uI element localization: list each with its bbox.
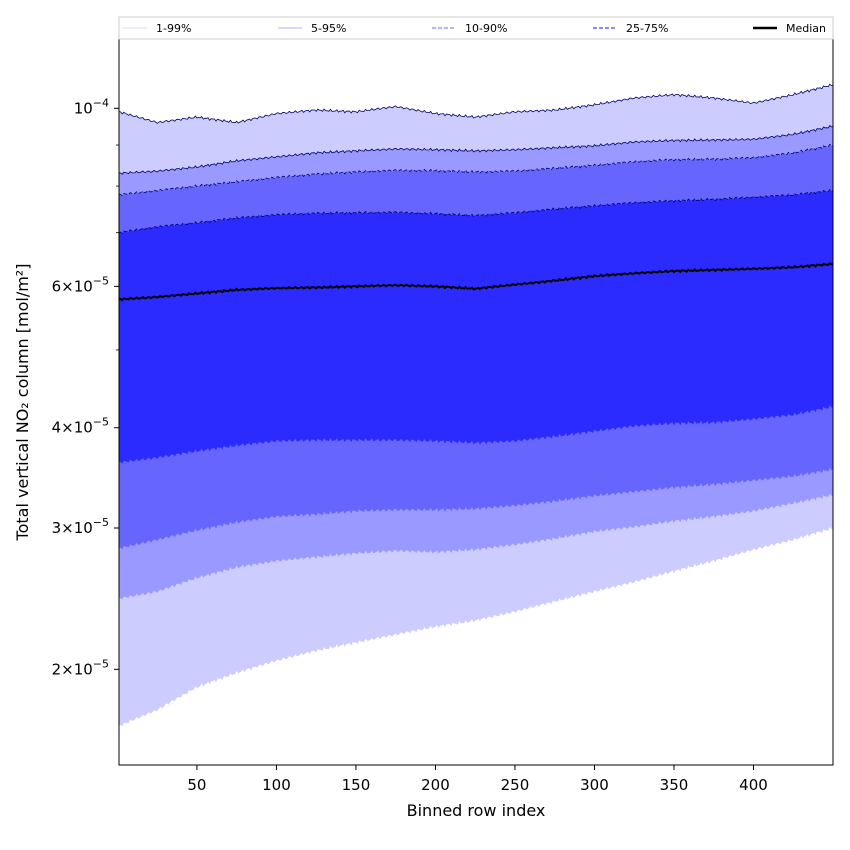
x-axis: 50 100 150 200 250 300 350 400 bbox=[187, 765, 768, 794]
legend-label: 25-75% bbox=[626, 22, 668, 35]
legend: 1-99% 5-95% 10-90% 25-75% Median bbox=[118, 16, 834, 40]
x-axis-title: Binned row index bbox=[407, 801, 546, 820]
band-edge-5-95% bbox=[118, 124, 834, 175]
legend-box bbox=[118, 16, 834, 40]
y-tick-label: 4×10−5 bbox=[52, 416, 109, 437]
y-tick-label: 3×10−5 bbox=[52, 516, 109, 537]
x-tick-label: 50 bbox=[187, 776, 206, 794]
legend-label: 5-95% bbox=[311, 22, 346, 35]
x-tick-label: 300 bbox=[580, 776, 609, 794]
y-tick-label: 10−4 bbox=[74, 96, 109, 117]
y-axis-title: Total vertical NO₂ column [mol/m²] bbox=[13, 264, 32, 542]
x-tick-label: 100 bbox=[262, 776, 291, 794]
percentile-bands bbox=[119, 84, 833, 727]
legend-label: Median bbox=[786, 22, 826, 35]
x-tick-label: 150 bbox=[342, 776, 371, 794]
x-tick-label: 350 bbox=[660, 776, 689, 794]
y-axis: 10−4 6×10−5 4×10−5 3×10−5 2×10−5 bbox=[52, 96, 119, 678]
band-edge-1-99% bbox=[118, 83, 834, 124]
x-tick-label: 200 bbox=[421, 776, 450, 794]
median-line bbox=[119, 261, 834, 302]
band-25-75% bbox=[119, 189, 833, 464]
legend-label: 10-90% bbox=[465, 22, 507, 35]
band-edges bbox=[118, 83, 834, 234]
x-tick-label: 400 bbox=[739, 776, 768, 794]
y-tick-label: 2×10−5 bbox=[52, 657, 109, 678]
x-tick-label: 250 bbox=[501, 776, 530, 794]
legend-label: 1-99% bbox=[156, 22, 191, 35]
band-edge-10-90% bbox=[118, 143, 834, 197]
band-edge-25-75% bbox=[118, 188, 834, 234]
y-tick-label: 6×10−5 bbox=[52, 274, 109, 295]
